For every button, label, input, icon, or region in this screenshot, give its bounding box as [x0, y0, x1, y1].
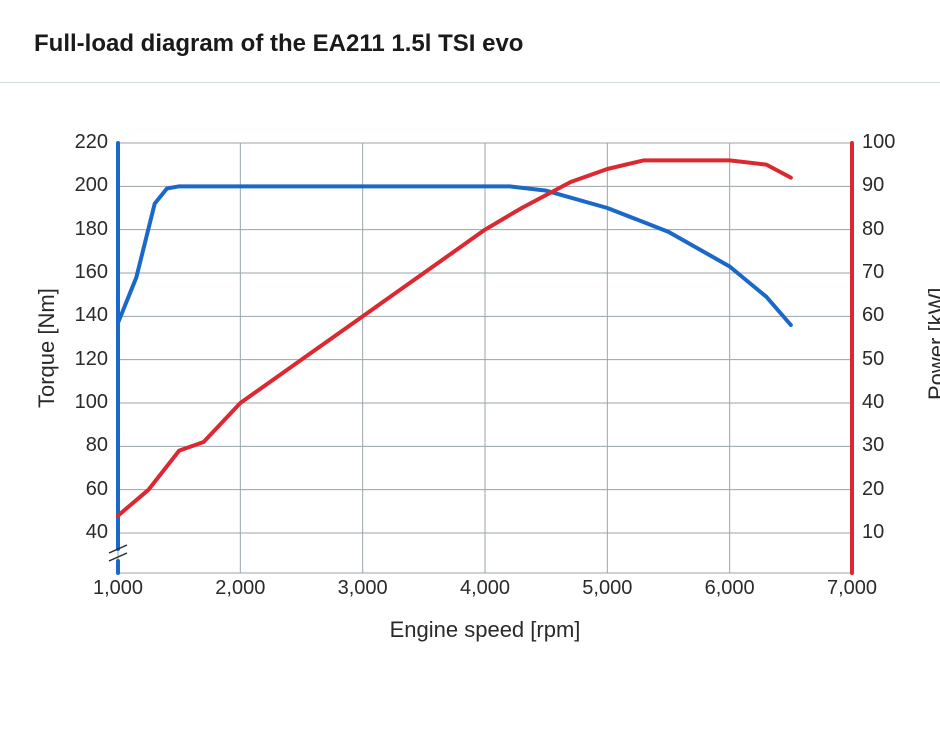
y-left-tick: 60 — [32, 478, 108, 501]
x-tick: 2,000 — [200, 577, 280, 600]
y-right-axis-label: Power [kW] — [924, 288, 940, 400]
y-right-tick: 100 — [862, 131, 938, 154]
y-left-tick: 200 — [32, 174, 108, 197]
x-tick: 6,000 — [690, 577, 770, 600]
y-right-tick: 30 — [862, 434, 938, 457]
y-left-tick: 80 — [32, 434, 108, 457]
x-tick: 5,000 — [567, 577, 647, 600]
x-tick: 7,000 — [812, 577, 892, 600]
y-right-tick: 80 — [862, 218, 938, 241]
x-tick: 1,000 — [78, 577, 158, 600]
x-tick: 3,000 — [323, 577, 403, 600]
y-right-tick: 90 — [862, 174, 938, 197]
y-left-tick: 180 — [32, 218, 108, 241]
y-left-tick: 220 — [32, 131, 108, 154]
y-right-tick: 70 — [862, 261, 938, 284]
y-right-tick: 10 — [862, 521, 938, 544]
y-left-axis-label: Torque [Nm] — [34, 288, 60, 408]
x-axis-label: Engine speed [rpm] — [365, 617, 605, 643]
x-tick: 4,000 — [445, 577, 525, 600]
y-left-tick: 160 — [32, 261, 108, 284]
y-right-tick: 20 — [862, 478, 938, 501]
y-left-tick: 40 — [32, 521, 108, 544]
